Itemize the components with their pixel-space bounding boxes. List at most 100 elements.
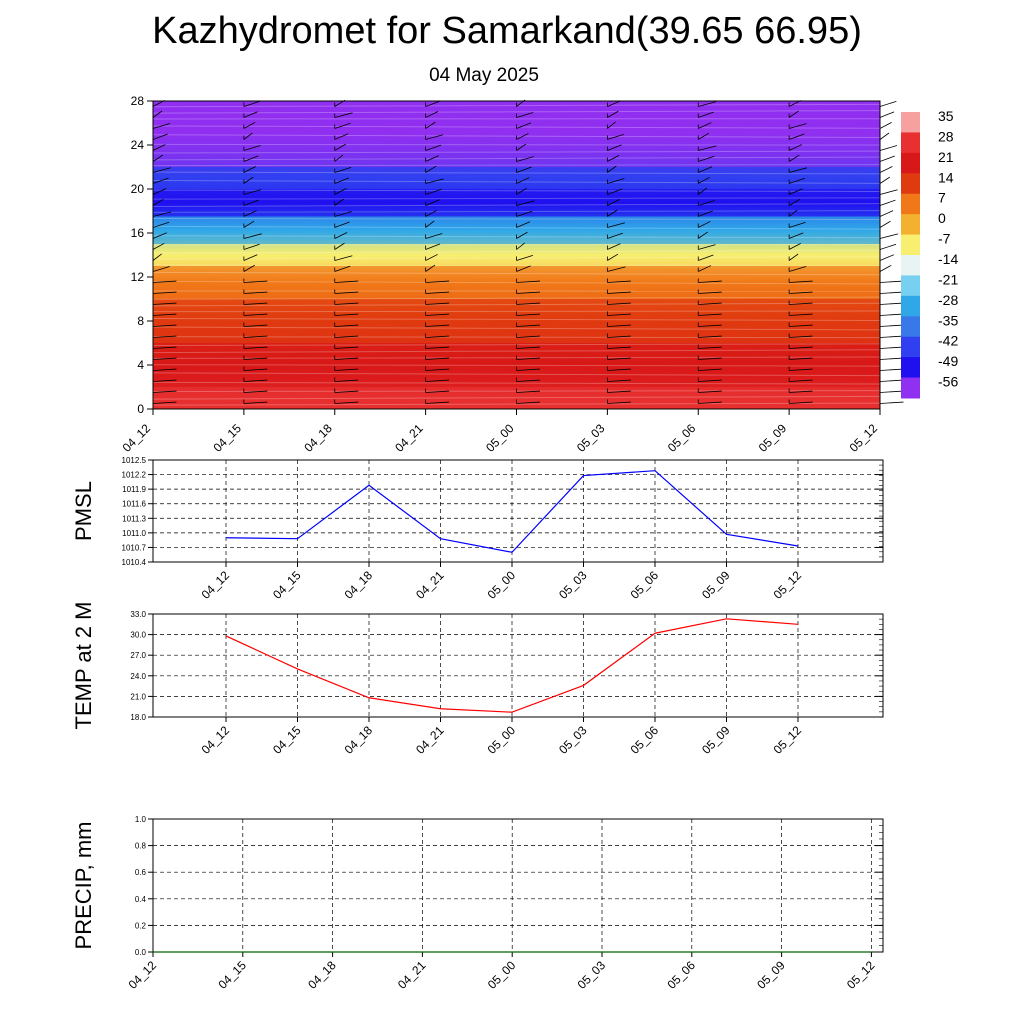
chart-subtitle: 04 May 2025 [429, 65, 539, 86]
heatmap-ytick-label: 12 [131, 270, 145, 284]
wind-barb [788, 154, 800, 162]
wind-barb [607, 209, 618, 217]
wind-barb [334, 166, 352, 173]
wind-barb [334, 211, 352, 217]
wind-barb [334, 255, 353, 261]
wind-barb [425, 346, 450, 349]
wind-barb [243, 220, 255, 228]
xtick-label: 05_12 [844, 958, 878, 992]
wind-barb [334, 368, 359, 371]
wind-barb [516, 280, 541, 283]
wind-barb [698, 324, 722, 327]
wind-barb [698, 231, 708, 239]
wind-barb [243, 210, 257, 217]
wind-barb [698, 132, 709, 140]
heatmap-xtick-label: 05_12 [847, 421, 881, 455]
wind-barb [425, 233, 443, 239]
contour-line [152, 317, 881, 321]
ytick-label: 30.0 [130, 631, 146, 640]
ytick-label: 1010.7 [122, 543, 147, 552]
wind-barb [607, 390, 631, 393]
xtick-label: 05_09 [754, 958, 788, 992]
colorbar-label: -42 [938, 333, 958, 349]
wind-barb [788, 198, 801, 206]
wind-barb [789, 313, 813, 316]
wind-barb [516, 335, 541, 338]
contour-line [152, 381, 881, 385]
wind-barb [789, 167, 808, 173]
contour-line [152, 271, 881, 276]
heatmap-ytick-label: 0 [137, 402, 144, 416]
ytick-label: 1011.6 [122, 500, 146, 509]
wind-barb [152, 346, 177, 349]
wind-barb [607, 291, 631, 294]
ytick-label: 1011.9 [122, 485, 146, 494]
wind-barb [516, 346, 541, 349]
wind-barb [879, 291, 904, 294]
wind-barb [789, 346, 813, 349]
wind-barb [789, 335, 813, 338]
wind-barb [243, 291, 268, 294]
wind-barb [698, 101, 716, 107]
wind-barb [425, 368, 450, 371]
xtick-label: 04_18 [305, 958, 339, 992]
colorbar-swatch [901, 295, 920, 317]
wind-barb [425, 188, 442, 195]
wind-barb [789, 302, 813, 305]
wind-barb [879, 243, 897, 250]
ytick-label: 0.4 [135, 895, 147, 904]
wind-barb [698, 221, 711, 228]
wind-barb [789, 123, 807, 129]
xtick-label: 04_12 [199, 568, 233, 602]
colorbar-swatch [901, 193, 920, 215]
wind-barb [334, 335, 359, 338]
wind-barb [788, 188, 803, 195]
wind-barb [879, 368, 904, 371]
wind-barb [516, 313, 541, 316]
wind-barb [789, 401, 813, 404]
colorbar-label: -28 [938, 292, 958, 308]
xtick-label: 04_21 [413, 723, 447, 757]
wind-barb [789, 291, 813, 294]
ytick-label: 21.0 [130, 692, 146, 701]
wind-barb [607, 266, 626, 272]
wind-barb [879, 122, 892, 129]
wind-barb [789, 221, 806, 228]
xtick-label: 05_09 [699, 568, 733, 602]
wind-barb [243, 254, 258, 261]
wind-barb [516, 357, 541, 360]
wind-barb [788, 232, 804, 239]
wind-barb [425, 199, 440, 206]
wind-barb [425, 165, 437, 173]
colorbar-label: -7 [938, 231, 951, 247]
wind-barb [789, 324, 813, 327]
wind-barb [879, 302, 904, 305]
contour-line [152, 296, 881, 300]
heatmap-xtick-label: 04_15 [210, 421, 244, 455]
heatmap-ytick-label: 28 [131, 94, 145, 108]
wind-barb [698, 346, 722, 349]
colorbar-label: 28 [938, 128, 954, 144]
wind-barb [425, 335, 450, 338]
wind-barb [516, 200, 535, 206]
wind-barb [243, 302, 268, 305]
colorbar-swatch [901, 316, 920, 338]
colorbar-swatch [901, 234, 920, 256]
xtick-label: 05_00 [485, 958, 519, 992]
wind-barb [516, 166, 532, 173]
xtick-label: 05_00 [485, 723, 519, 757]
wind-barb [334, 122, 351, 129]
xtick-label: 04_18 [342, 568, 376, 602]
wind-barb [607, 144, 622, 151]
contour-line [152, 143, 881, 146]
wind-barb [879, 111, 895, 118]
ytick-label: 0.2 [135, 921, 147, 930]
wind-barb [879, 335, 904, 338]
ytick-label: 24.0 [130, 672, 146, 681]
wind-barb [334, 265, 351, 272]
wind-barb [243, 121, 256, 129]
wind-barb [607, 188, 623, 195]
colorbar-label: -56 [938, 374, 958, 390]
wind-barb [698, 155, 715, 162]
wind-barb [243, 335, 268, 338]
